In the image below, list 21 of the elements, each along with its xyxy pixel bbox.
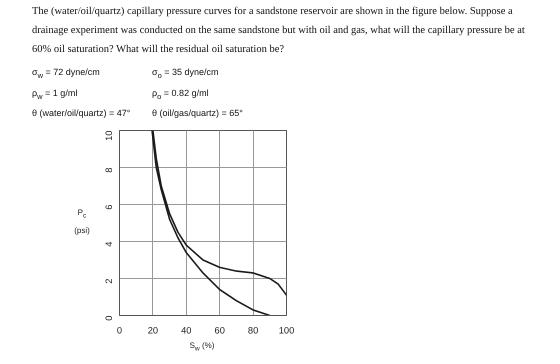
y-tick-label: 10	[104, 130, 114, 141]
y-tick-label: 0	[104, 315, 114, 321]
y-axis-title: P$_{c}$ (psi)	[73, 207, 91, 237]
x-tick-label: 60	[214, 326, 225, 336]
y-tick-label: 8	[104, 167, 114, 173]
x-tick-label: 100	[278, 326, 294, 336]
x-tick-label: 0	[116, 326, 122, 336]
y-tick-label: 6	[104, 204, 114, 210]
text: σ$_{w}$ = 72 dyne/cm	[32, 66, 101, 82]
x-tick-label: 40	[181, 326, 192, 336]
text: ρ$_{o}$ = 0.82 g/ml	[152, 86, 210, 102]
text: σ$_{o}$ = 35 dyne/cm	[152, 66, 220, 82]
text: ρ$_{w}$ = 1 g/ml	[32, 86, 78, 102]
x-axis-title: S$_{w}$ (%)	[188, 340, 216, 354]
chart-title: The (water/oil/quartz) capillary pressure curves for a sandstone reservoir are shown in the figure below. Suppose a drainage experiment was conducted on the same sandstone but with oil and gas, what will the capillary pressure be at 60% oil saturation? What will the residual oil saturation be?	[32, 5, 526, 57]
x-tick-label: 20	[148, 326, 158, 336]
text: θ (water/oil/quartz) = 47°	[32, 107, 132, 120]
x-tick-label: 80	[248, 326, 258, 336]
y-tick-label: 2	[104, 278, 114, 284]
y-tick-label: 4	[104, 241, 114, 247]
text: θ (oil/gas/quartz) = 65°	[152, 107, 244, 120]
